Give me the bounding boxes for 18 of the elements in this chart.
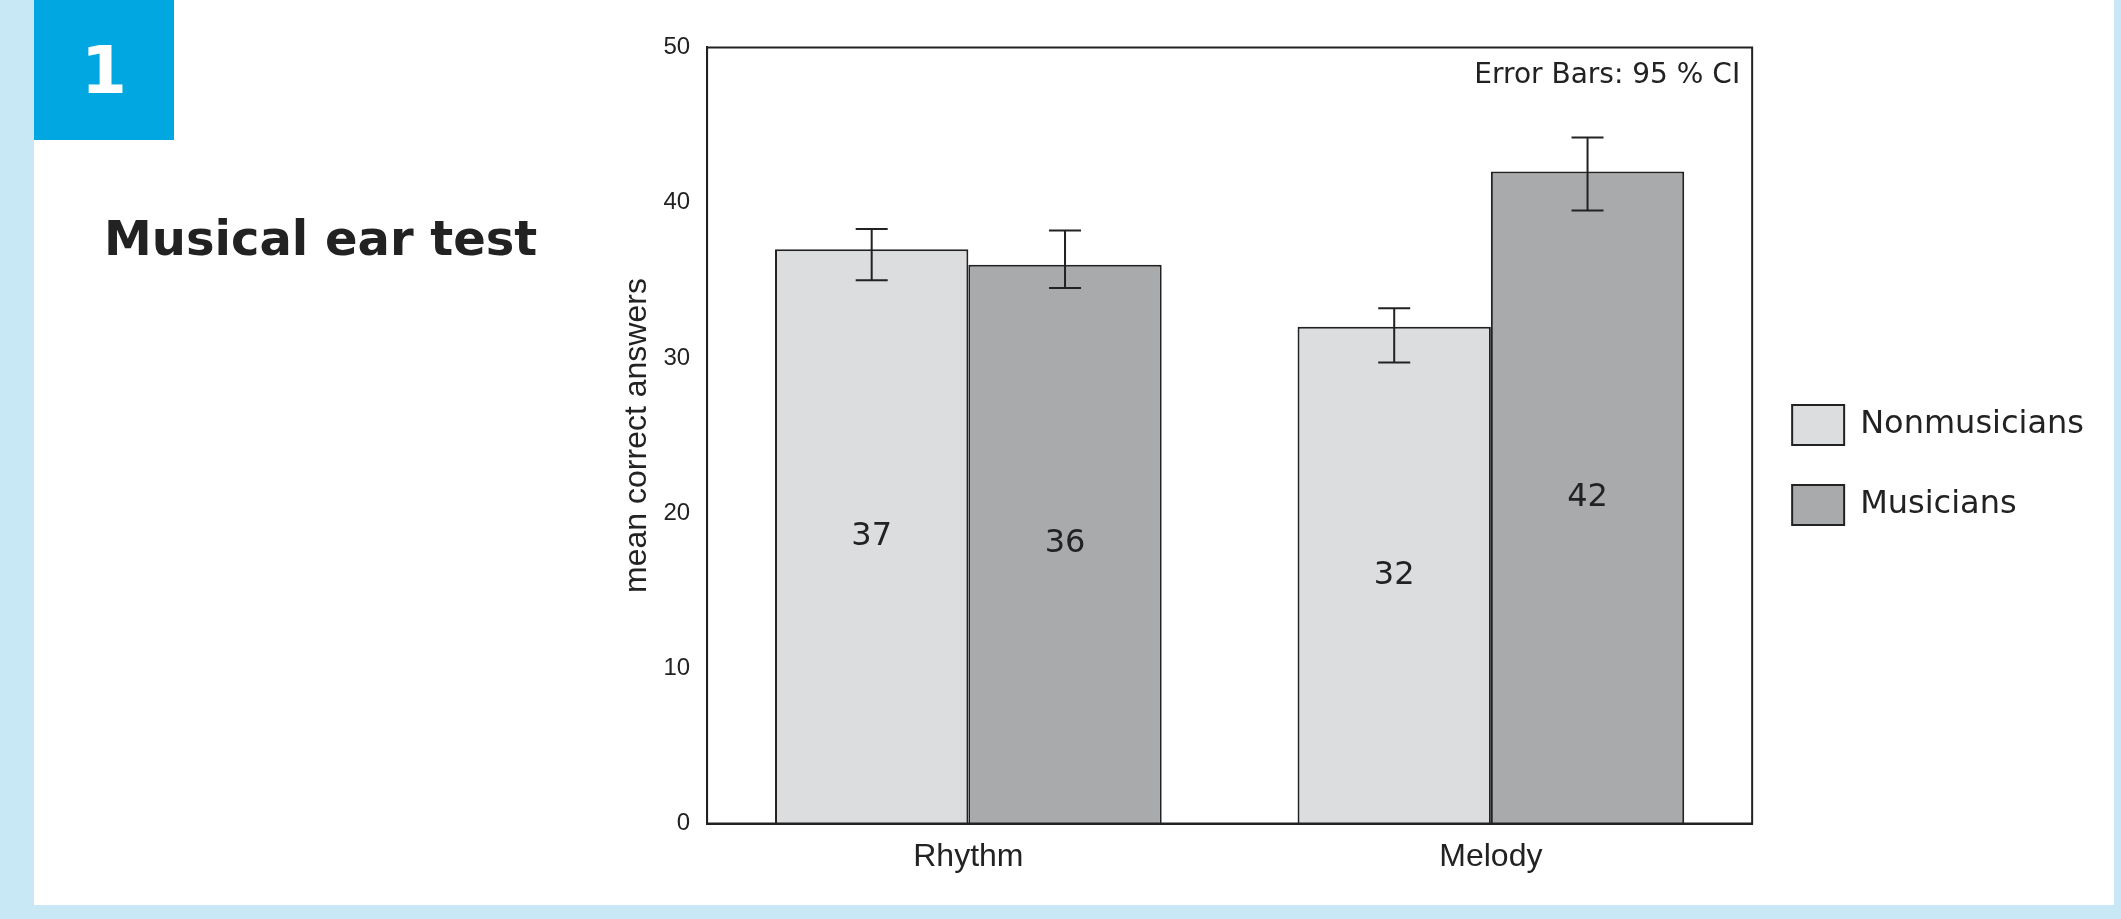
annotation: Error Bars: 95 % CI — [1474, 56, 1741, 90]
legend-label: Nonmusicians — [1860, 403, 2084, 442]
y-tick-label: 10 — [663, 652, 691, 680]
legend-label: Musicians — [1860, 483, 2017, 522]
x-tick-label: Melody — [1439, 836, 1543, 873]
data-label: 42 — [1567, 475, 1608, 514]
text: Musical ear test — [104, 210, 538, 266]
data-label: 36 — [1044, 522, 1086, 561]
y-tick-label: 30 — [663, 342, 691, 370]
text: 1 — [34, 0, 174, 140]
y-tick-label: 0 — [676, 808, 691, 836]
data-label: 37 — [851, 514, 893, 553]
data-label: 32 — [1373, 553, 1415, 592]
y-tick-label: 20 — [663, 497, 691, 525]
y-tick-label: 40 — [663, 187, 691, 215]
y-tick-label: 50 — [663, 32, 691, 60]
y-axis-title: mean correct answers — [617, 278, 654, 593]
x-tick-label: Rhythm — [913, 836, 1024, 873]
